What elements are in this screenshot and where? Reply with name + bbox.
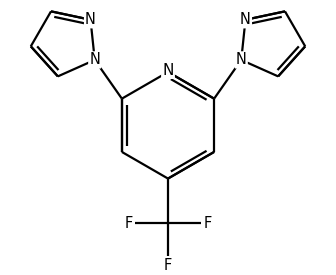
Text: N: N	[240, 12, 251, 27]
Text: F: F	[125, 216, 133, 231]
Text: F: F	[164, 258, 172, 273]
Text: N: N	[162, 63, 174, 78]
Text: F: F	[203, 216, 211, 231]
Text: N: N	[89, 53, 100, 67]
Text: N: N	[236, 53, 247, 67]
Text: N: N	[85, 12, 96, 27]
